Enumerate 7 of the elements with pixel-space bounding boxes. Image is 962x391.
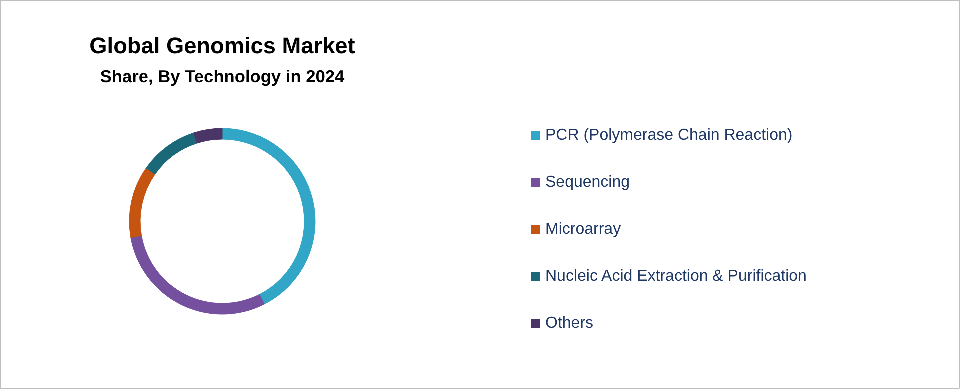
- legend-label: Sequencing: [546, 174, 630, 191]
- legend-label: Nucleic Acid Extraction & Purification: [546, 268, 807, 285]
- chart-subtitle: Share, By Technology in 2024: [100, 66, 345, 86]
- chart-title: Global Genomics Market: [90, 32, 356, 58]
- legend-label: PCR (Polymerase Chain Reaction): [546, 127, 793, 144]
- legend-label: Microarray: [546, 221, 622, 238]
- legend-label: Others: [546, 315, 594, 332]
